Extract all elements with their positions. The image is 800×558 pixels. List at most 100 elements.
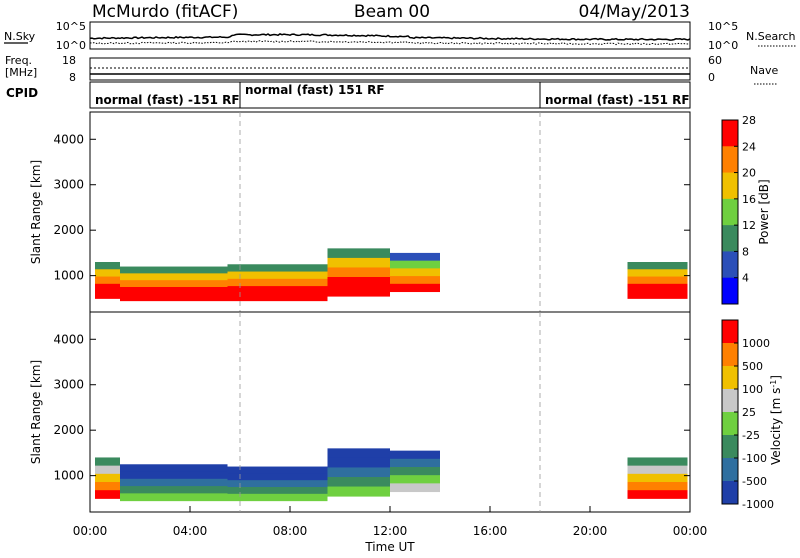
colorbar-swatch bbox=[722, 277, 738, 305]
colorbar-tick-label: 4 bbox=[742, 272, 749, 285]
y-tick-label: 3000 bbox=[53, 178, 84, 192]
scatter-region bbox=[390, 260, 440, 269]
colorbar-tick-label: 28 bbox=[742, 114, 756, 127]
freq-tick-top: 18 bbox=[62, 54, 76, 67]
colorbar-swatch bbox=[722, 458, 738, 482]
colorbar-swatch bbox=[722, 146, 738, 174]
scatter-region bbox=[327, 277, 390, 288]
scatter-region bbox=[95, 482, 120, 491]
y-tick-label: 2000 bbox=[53, 423, 84, 437]
time-axis: 00:00 04:00 08:00 12:00 16:00 20:00 00:00 bbox=[73, 506, 708, 538]
scatter-region bbox=[227, 493, 328, 502]
scatter-region bbox=[227, 480, 328, 488]
noise-right-label: N.Search bbox=[746, 30, 796, 43]
cpid-segment-1: normal (fast) -151 RF bbox=[95, 93, 240, 107]
velocity-data-layer bbox=[95, 448, 688, 502]
noise-search-trace bbox=[89, 40, 691, 46]
velocity-colorbar: 1000 500 100 25 -25 -100 -500 -1000 bbox=[721, 319, 774, 511]
scatter-region bbox=[390, 475, 440, 484]
frequency-panel: Freq. [MHz] 18 8 60 0 Nave bbox=[5, 54, 778, 85]
scatter-region bbox=[227, 286, 328, 294]
colorbar-swatch bbox=[722, 343, 738, 367]
scatter-region bbox=[327, 248, 390, 259]
power-data-layer bbox=[95, 248, 688, 302]
colorbar-swatch bbox=[722, 198, 738, 226]
noise-right-tick-bottom: 10^0 bbox=[708, 39, 738, 52]
colorbar-tick-label: -100 bbox=[742, 452, 767, 465]
scatter-region bbox=[627, 482, 688, 491]
scatter-region bbox=[227, 271, 328, 280]
colorbar-swatch bbox=[722, 320, 738, 344]
scatter-region bbox=[327, 448, 390, 459]
noise-left-tick-bottom: 10^0 bbox=[56, 39, 86, 52]
colorbar-swatch bbox=[722, 172, 738, 200]
scatter-region bbox=[120, 493, 228, 502]
scatter-region bbox=[327, 486, 390, 497]
scatter-region bbox=[627, 262, 688, 270]
colorbar-swatch bbox=[722, 120, 738, 147]
scatter-region bbox=[95, 490, 120, 499]
scatter-region bbox=[95, 276, 120, 285]
colorbar-swatch bbox=[722, 481, 738, 505]
scatter-region bbox=[327, 267, 390, 278]
cpid-label: CPID bbox=[6, 86, 38, 100]
cpid-panel: CPID normal (fast) -151 RF normal (fast)… bbox=[6, 81, 691, 109]
velocity-ylabel: Slant Range [km] bbox=[29, 360, 43, 464]
x-tick-label: 00:00 bbox=[73, 524, 108, 538]
y-tick-label: 3000 bbox=[53, 378, 84, 392]
beam-title: Beam 00 bbox=[354, 2, 430, 22]
colorbar-tick-label: 24 bbox=[742, 140, 756, 153]
scatter-region bbox=[95, 283, 120, 292]
power-panel: 1000 2000 3000 4000 Slant Range [km] 4 8 12 16… bbox=[29, 111, 771, 313]
scatter-region bbox=[327, 257, 390, 268]
scatter-region bbox=[390, 268, 440, 277]
colorbar-tick-label: -1000 bbox=[742, 498, 774, 511]
scatter-region bbox=[627, 276, 688, 285]
x-tick-label: 20:00 bbox=[573, 524, 608, 538]
scatter-region bbox=[390, 252, 440, 262]
scatter-region bbox=[627, 490, 688, 499]
scatter-region bbox=[227, 466, 328, 474]
scatter-region bbox=[627, 291, 688, 299]
colorbar-swatch bbox=[722, 251, 738, 279]
scatter-region bbox=[120, 280, 228, 288]
freq-label-bottom: [MHz] bbox=[5, 66, 37, 79]
scatter-region bbox=[95, 457, 120, 467]
velocity-panel: 1000 2000 3000 4000 Slant Range [km] 1000 50… bbox=[29, 311, 783, 513]
colorbar-tick-label: 12 bbox=[742, 219, 756, 232]
y-tick-label: 1000 bbox=[53, 269, 84, 283]
colorbar-tick-label: 25 bbox=[742, 406, 756, 419]
scatter-region bbox=[627, 465, 688, 475]
scatter-region bbox=[120, 471, 228, 480]
y-tick-label: 4000 bbox=[53, 132, 84, 146]
scatter-region bbox=[120, 486, 228, 494]
scatter-region bbox=[95, 269, 120, 278]
x-tick-label: 08:00 bbox=[273, 524, 308, 538]
x-tick-label: 00:00 bbox=[673, 524, 708, 538]
scatter-region bbox=[390, 483, 440, 493]
power-ylabel: Slant Range [km] bbox=[29, 160, 43, 264]
scatter-region bbox=[390, 276, 440, 285]
scatter-region bbox=[95, 473, 120, 483]
scatter-region bbox=[627, 269, 688, 278]
colorbar-tick-label: -25 bbox=[742, 429, 760, 442]
scatter-region bbox=[390, 450, 440, 460]
colorbar-tick-label: 500 bbox=[742, 360, 763, 373]
nave-tick-bottom: 0 bbox=[708, 71, 715, 84]
scatter-region bbox=[120, 293, 228, 302]
colorbar-swatch bbox=[722, 412, 738, 436]
scatter-region bbox=[327, 467, 390, 478]
x-axis-label: Time UT bbox=[364, 540, 415, 554]
scatter-region bbox=[227, 487, 328, 495]
scatter-region bbox=[390, 283, 440, 293]
velocity-y-axis: 1000 2000 3000 4000 bbox=[53, 332, 690, 483]
scatter-region bbox=[120, 464, 228, 473]
scatter-region bbox=[390, 458, 440, 468]
scatter-region bbox=[95, 291, 120, 299]
colorbar-swatch bbox=[722, 435, 738, 459]
date-title: 04/May/2013 bbox=[579, 2, 691, 22]
y-tick-label: 2000 bbox=[53, 223, 84, 237]
x-tick-label: 12:00 bbox=[373, 524, 408, 538]
station-title: McMurdo (fitACF) bbox=[92, 2, 238, 22]
